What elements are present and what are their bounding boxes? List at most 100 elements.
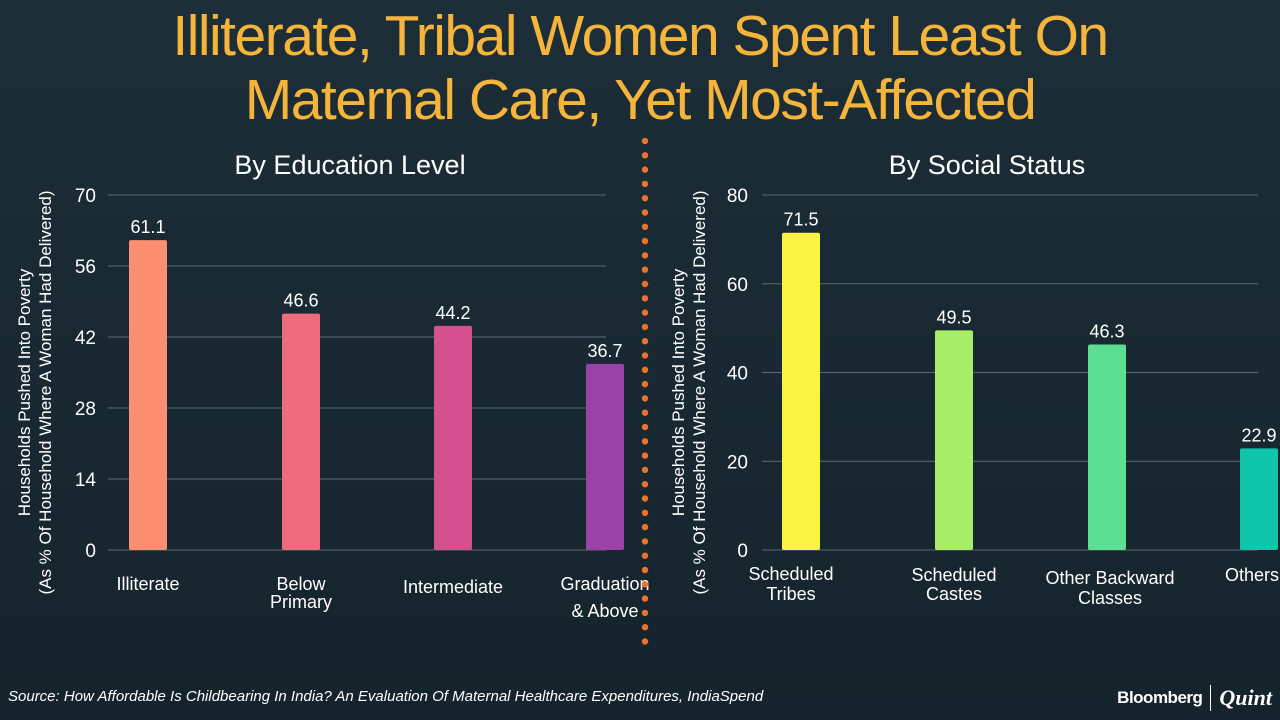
divider-dot: [641, 266, 649, 273]
divider-dot: [641, 137, 649, 145]
divider-dot: [641, 366, 649, 373]
chart-title: By Education Level: [234, 150, 465, 180]
category-label: Illiterate: [116, 574, 179, 594]
page-title: Illiterate, Tribal Women Spent Least On …: [40, 4, 1240, 132]
category-label-line: Scheduled: [911, 565, 996, 585]
y-tick-label: 80: [727, 186, 748, 207]
divider-dot: [641, 295, 649, 302]
divider-dot: [641, 237, 649, 245]
divider-dot: [641, 209, 649, 216]
brand-separator: [1210, 685, 1212, 711]
divider-dot: [641, 609, 649, 617]
category-label-line: Other Backward: [1045, 568, 1174, 588]
divider-dot: [641, 466, 649, 474]
bar: [1088, 344, 1126, 550]
divider-dot: [641, 523, 649, 531]
divider-dot: [641, 409, 649, 416]
y-tick-label: 56: [75, 257, 96, 278]
y-tick-label: 70: [75, 186, 96, 207]
category-label: Scheduled Tribes: [748, 564, 833, 604]
y-tick-label: 28: [75, 399, 96, 420]
divider-dot: [641, 452, 649, 459]
divider-dot: [641, 338, 649, 345]
y-tick-label: 42: [75, 328, 96, 349]
bar: [586, 363, 624, 550]
category-label-line: Graduation: [560, 574, 649, 594]
bar: [782, 232, 820, 550]
divider-dot: [641, 195, 649, 202]
divider-dot: [641, 252, 649, 259]
y-tick-label: 0: [737, 541, 748, 562]
divider-dot: [641, 581, 649, 588]
category-label: Below Primary: [270, 574, 332, 612]
divider-dot: [641, 624, 649, 631]
data-label: 46.3: [1089, 322, 1124, 342]
y-axis-label-line-2: (As % Of Household Where A Woman Had Del…: [690, 190, 709, 594]
data-label: 46.6: [283, 291, 318, 311]
divider-dot: [641, 566, 649, 574]
y-axis-label-line-1: Households Pushed Into Poverty: [669, 268, 688, 516]
divider-dot: [641, 509, 649, 516]
y-tick-label: 0: [85, 541, 96, 562]
category-label-line: Classes: [1078, 588, 1142, 608]
category-label-line: Intermediate: [403, 577, 503, 597]
divider-dot: [641, 595, 649, 602]
title-line-2: Maternal Care, Yet Most-Affected: [244, 68, 1037, 132]
data-label: 36.7: [587, 341, 622, 361]
divider-dot: [641, 495, 649, 502]
quint-wordmark: Quint: [1219, 685, 1272, 710]
title-line-1: Illiterate, Tribal Women Spent Least On: [172, 4, 1109, 68]
divider-dot: [641, 552, 649, 559]
divider-dot: [641, 352, 649, 359]
education-chart: By Education Level 0 14 28 42 56 70 Households …: [15, 150, 650, 621]
divider-dot: [641, 180, 649, 188]
category-label-line: Illiterate: [116, 574, 179, 594]
bar: [1240, 448, 1278, 550]
category-label-line: Others: [1225, 565, 1279, 585]
category-label: Other Backward Classes: [1045, 568, 1174, 608]
brand-logo: Bloomberg Quint: [1117, 684, 1272, 712]
category-label-line: Tribes: [766, 584, 815, 604]
bar: [282, 313, 320, 550]
chart-title: By Social Status: [889, 150, 1086, 180]
y-tick-label: 60: [727, 275, 748, 296]
category-label-line: & Above: [571, 601, 638, 621]
divider-dot: [641, 538, 649, 545]
data-label: 61.1: [130, 217, 165, 237]
category-label-line: Scheduled: [748, 564, 833, 584]
bar: [129, 240, 167, 550]
category-label: Scheduled Castes: [911, 565, 996, 604]
category-label: Intermediate: [403, 577, 503, 597]
divider-dot: [641, 152, 649, 159]
divider-dot: [641, 481, 649, 488]
divider-dot: [641, 223, 649, 230]
y-tick-label: 14: [75, 470, 97, 491]
bar: [935, 330, 973, 550]
y-tick-label: 20: [727, 452, 748, 473]
dotted-divider: [641, 137, 649, 645]
divider-dot: [641, 395, 649, 402]
y-axis-label: Households Pushed Into Poverty (As % Of H…: [15, 190, 55, 594]
category-label-line: Primary: [270, 592, 332, 612]
data-label: 71.5: [783, 210, 818, 230]
divider-dot: [641, 309, 649, 316]
divider-dot: [641, 323, 649, 331]
category-label-line: Below: [276, 574, 326, 594]
data-label: 49.5: [936, 307, 971, 327]
divider-dot: [641, 166, 649, 173]
bar: [434, 325, 472, 550]
source-note: Source: How Affordable Is Childbearing I…: [8, 688, 764, 705]
data-label: 22.9: [1241, 425, 1276, 445]
y-axis-label-line-1: Households Pushed Into Poverty: [15, 268, 34, 516]
data-label: 44.2: [435, 303, 470, 323]
bloomberg-wordmark: Bloomberg: [1117, 688, 1203, 707]
category-label: Others: [1225, 565, 1279, 585]
category-label: Graduation & Above: [560, 574, 649, 621]
divider-dot: [641, 638, 649, 645]
y-tick-label: 40: [727, 364, 748, 385]
y-axis-label-line-2: (As % Of Household Where A Woman Had Del…: [36, 190, 55, 594]
y-axis-label: Households Pushed Into Poverty (As % Of H…: [669, 190, 709, 594]
divider-dot: [641, 280, 649, 288]
divider-dot: [641, 380, 649, 388]
